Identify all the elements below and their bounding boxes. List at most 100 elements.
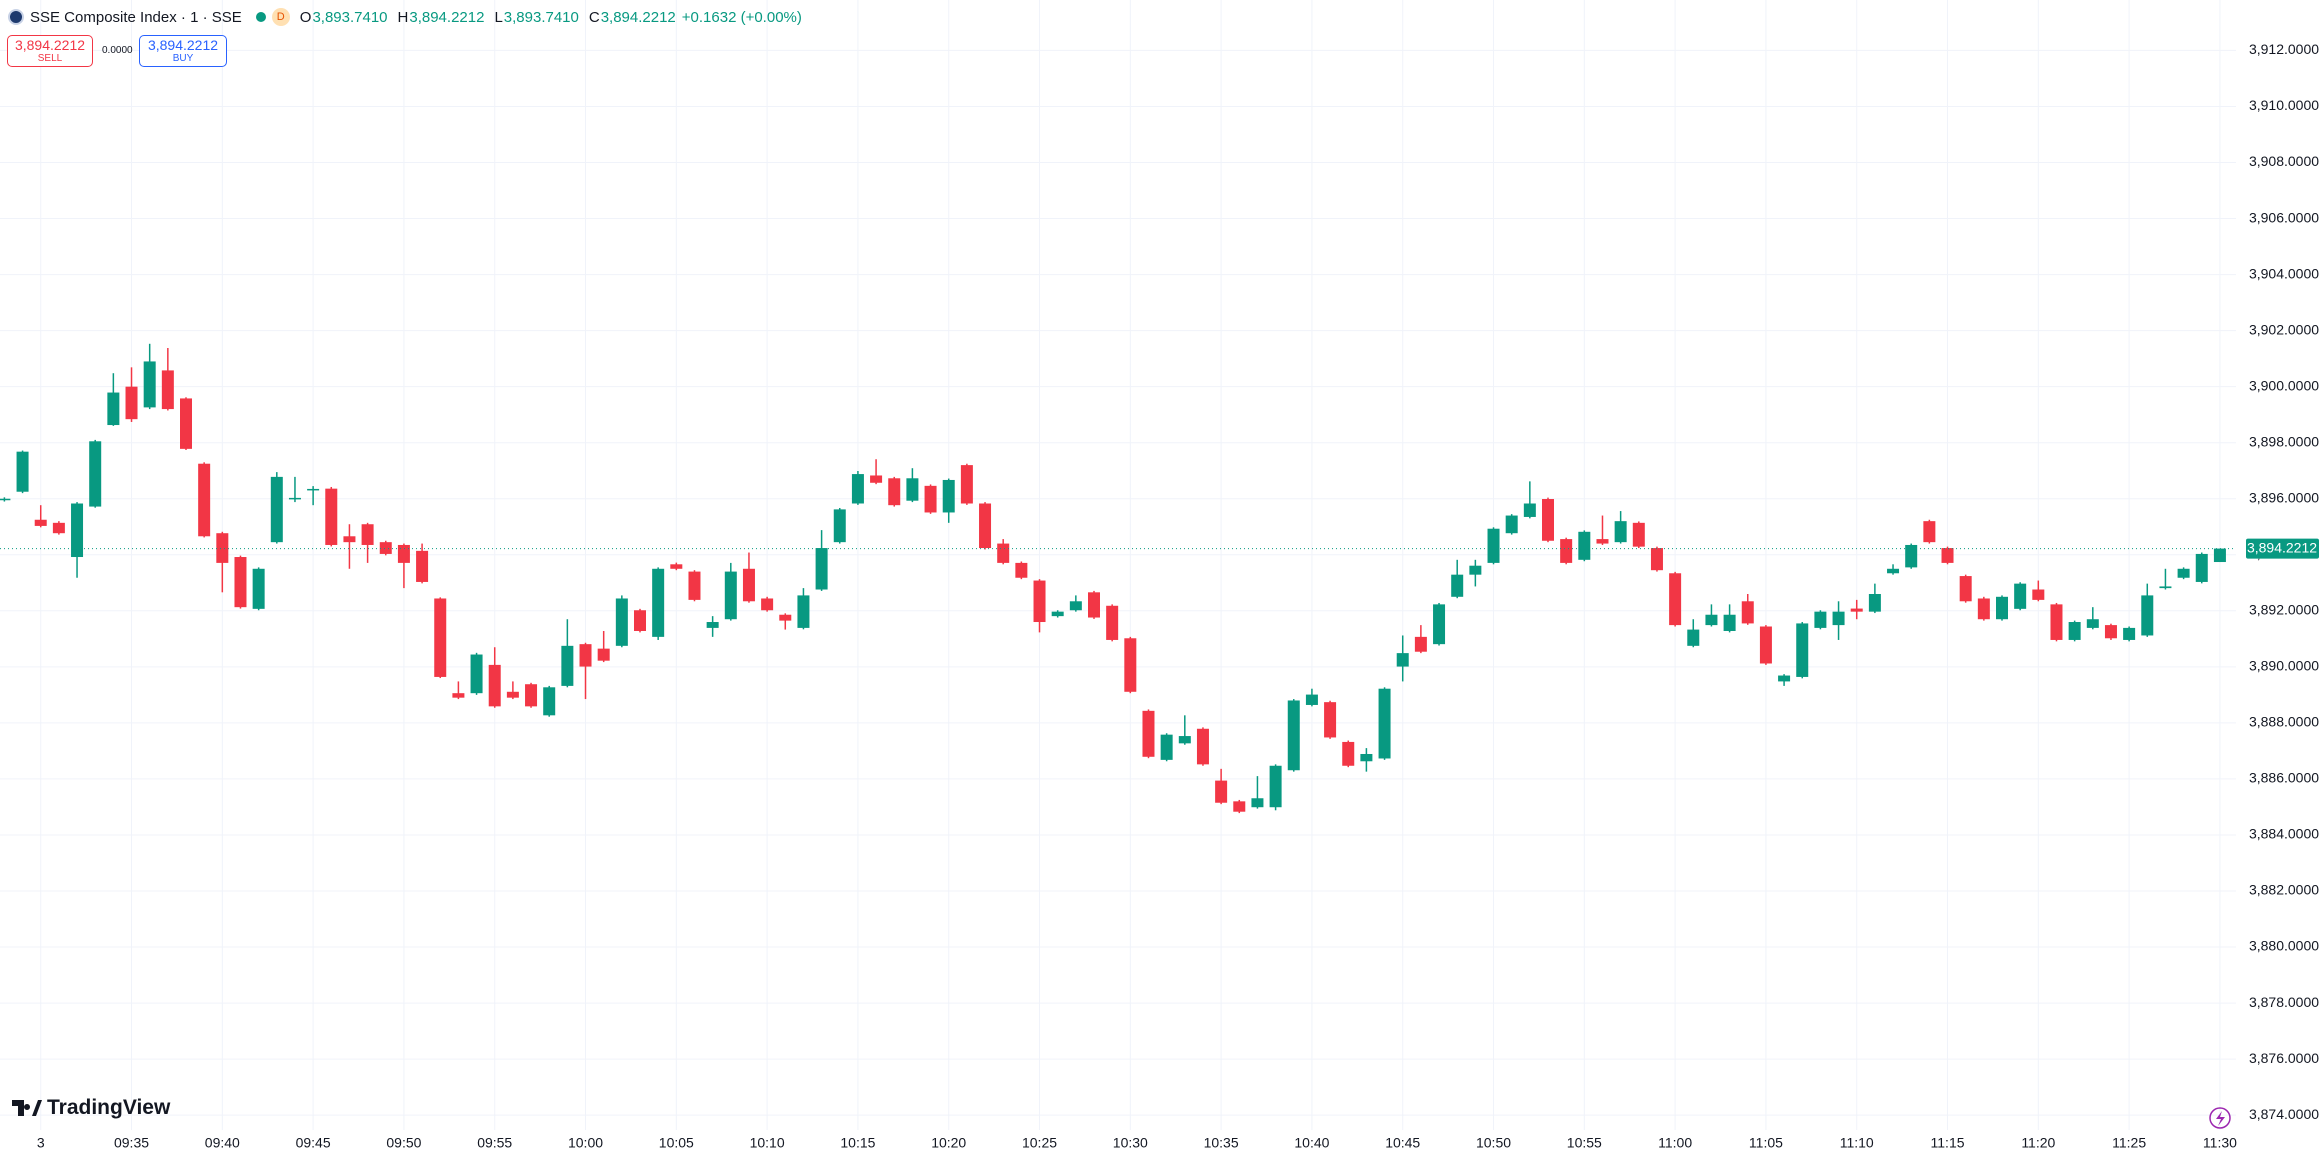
candle-body	[1505, 515, 1518, 534]
last-price-tag	[2246, 538, 2319, 559]
candle-body	[888, 478, 901, 506]
symbol-title: SSE Composite Index · 1 · SSE	[30, 8, 242, 26]
candle-body	[597, 648, 610, 661]
candle-body	[2032, 589, 2045, 600]
buy-button[interactable]: 3,894.2212 BUY	[139, 35, 227, 67]
brand-logo	[12, 1100, 42, 1116]
x-tick-label: 10:55	[1567, 1135, 1602, 1151]
x-tick-label: 11:00	[1658, 1135, 1692, 1151]
candle-body	[724, 571, 737, 620]
y-tick-label: 3,890.0000	[2249, 658, 2319, 674]
candle-body	[851, 474, 864, 504]
plot	[0, 0, 2236, 1130]
ohlc-value: 3,894.2212	[600, 8, 676, 26]
candle-body	[1977, 598, 1990, 620]
lightning-icon[interactable]	[2209, 1107, 2231, 1129]
candle-body	[216, 533, 229, 563]
candle-body	[1523, 503, 1536, 517]
candle-body	[1378, 688, 1391, 759]
candle-body	[1305, 694, 1318, 705]
y-tick-label: 3,878.0000	[2249, 994, 2319, 1010]
candle-body	[107, 392, 120, 426]
candle-body	[1215, 780, 1228, 803]
candle-body	[906, 478, 919, 501]
candle-body	[52, 522, 65, 534]
candle-body	[161, 370, 174, 410]
candle-body	[1433, 604, 1446, 645]
candle-body	[1650, 548, 1663, 571]
x-tick-label: 10:40	[1294, 1135, 1329, 1151]
candle-body	[1360, 753, 1373, 762]
x-tick-label: 11:20	[2021, 1135, 2055, 1151]
x-tick-label: 11:25	[2112, 1135, 2146, 1151]
candle-body	[1142, 710, 1155, 757]
candle-body	[452, 693, 465, 698]
candle-body	[779, 614, 792, 621]
y-tick-label: 3,900.0000	[2249, 377, 2319, 393]
x-tick-label: 10:15	[840, 1135, 875, 1151]
candle-body	[1251, 798, 1264, 808]
candle-body	[125, 386, 138, 420]
y-tick-label: 3,912.0000	[2249, 41, 2319, 57]
y-tick-label: 3,880.0000	[2249, 938, 2319, 954]
y-tick-label: 3,902.0000	[2249, 321, 2319, 337]
candle-body	[1396, 653, 1409, 667]
last-price-label: 3,894.2212	[2247, 539, 2317, 555]
x-tick-label: 10:35	[1204, 1135, 1239, 1151]
sell-price: 3,894.2212	[14, 36, 86, 53]
x-tick-label: 10:00	[568, 1135, 603, 1151]
branding[interactable]: TradingView	[12, 1096, 170, 1120]
y-tick-label: 3,892.0000	[2249, 602, 2319, 618]
candle-body	[1923, 521, 1936, 543]
candle-body	[1887, 568, 1900, 574]
candle-body	[16, 451, 29, 492]
candle-body	[1088, 592, 1100, 618]
candle-body	[198, 463, 211, 537]
candle-body	[1814, 611, 1827, 628]
candle-body	[1741, 601, 1754, 624]
x-tick-label: 11:05	[1749, 1135, 1783, 1151]
candle-body	[234, 557, 247, 608]
candle-body	[870, 475, 883, 483]
y-tick-label: 3,882.0000	[2249, 882, 2319, 898]
candle-body	[815, 548, 828, 590]
candle-body	[742, 568, 755, 602]
candle-body	[2141, 595, 2154, 636]
candle-body	[561, 645, 574, 686]
candle-body	[2104, 625, 2117, 639]
x-tick-label: 10:45	[1385, 1135, 1420, 1151]
buy-label: BUY	[172, 52, 194, 64]
y-tick-label: 3,908.0000	[2249, 153, 2319, 169]
ohlc-key: O	[299, 8, 312, 26]
candle-body	[1324, 702, 1337, 738]
candle-body	[1723, 614, 1736, 631]
price-axis-bg	[2236, 0, 2322, 1156]
y-tick-label: 3,884.0000	[2249, 826, 2319, 842]
market-status	[255, 12, 266, 22]
candle-body	[2050, 604, 2063, 640]
candle-body	[1778, 675, 1791, 682]
candle-body	[1269, 765, 1282, 808]
candle-body	[960, 465, 973, 504]
buy-price: 3,894.2212	[147, 36, 219, 53]
candle-body	[434, 598, 447, 677]
candle-body	[1941, 548, 1954, 563]
x-tick-label: 10:05	[659, 1135, 694, 1151]
y-tick-label: 3,904.0000	[2249, 265, 2319, 281]
candle-body	[325, 488, 338, 545]
candle-body	[1560, 539, 1573, 563]
candle-body	[1178, 736, 1191, 744]
sell-label: SELL	[37, 52, 63, 64]
x-tick-label: 10:25	[1022, 1135, 1057, 1151]
candle-body	[1542, 499, 1554, 541]
candle-body	[1669, 573, 1682, 626]
sell-button[interactable]: 3,894.2212 SELL	[7, 35, 93, 67]
y-tick-label: 3,910.0000	[2249, 97, 2319, 113]
y-tick-label: 3,886.0000	[2249, 770, 2319, 786]
candle-body	[1578, 531, 1591, 560]
candle-body	[1996, 596, 2008, 620]
candle-body	[288, 497, 301, 500]
candle-body	[1868, 593, 1881, 612]
